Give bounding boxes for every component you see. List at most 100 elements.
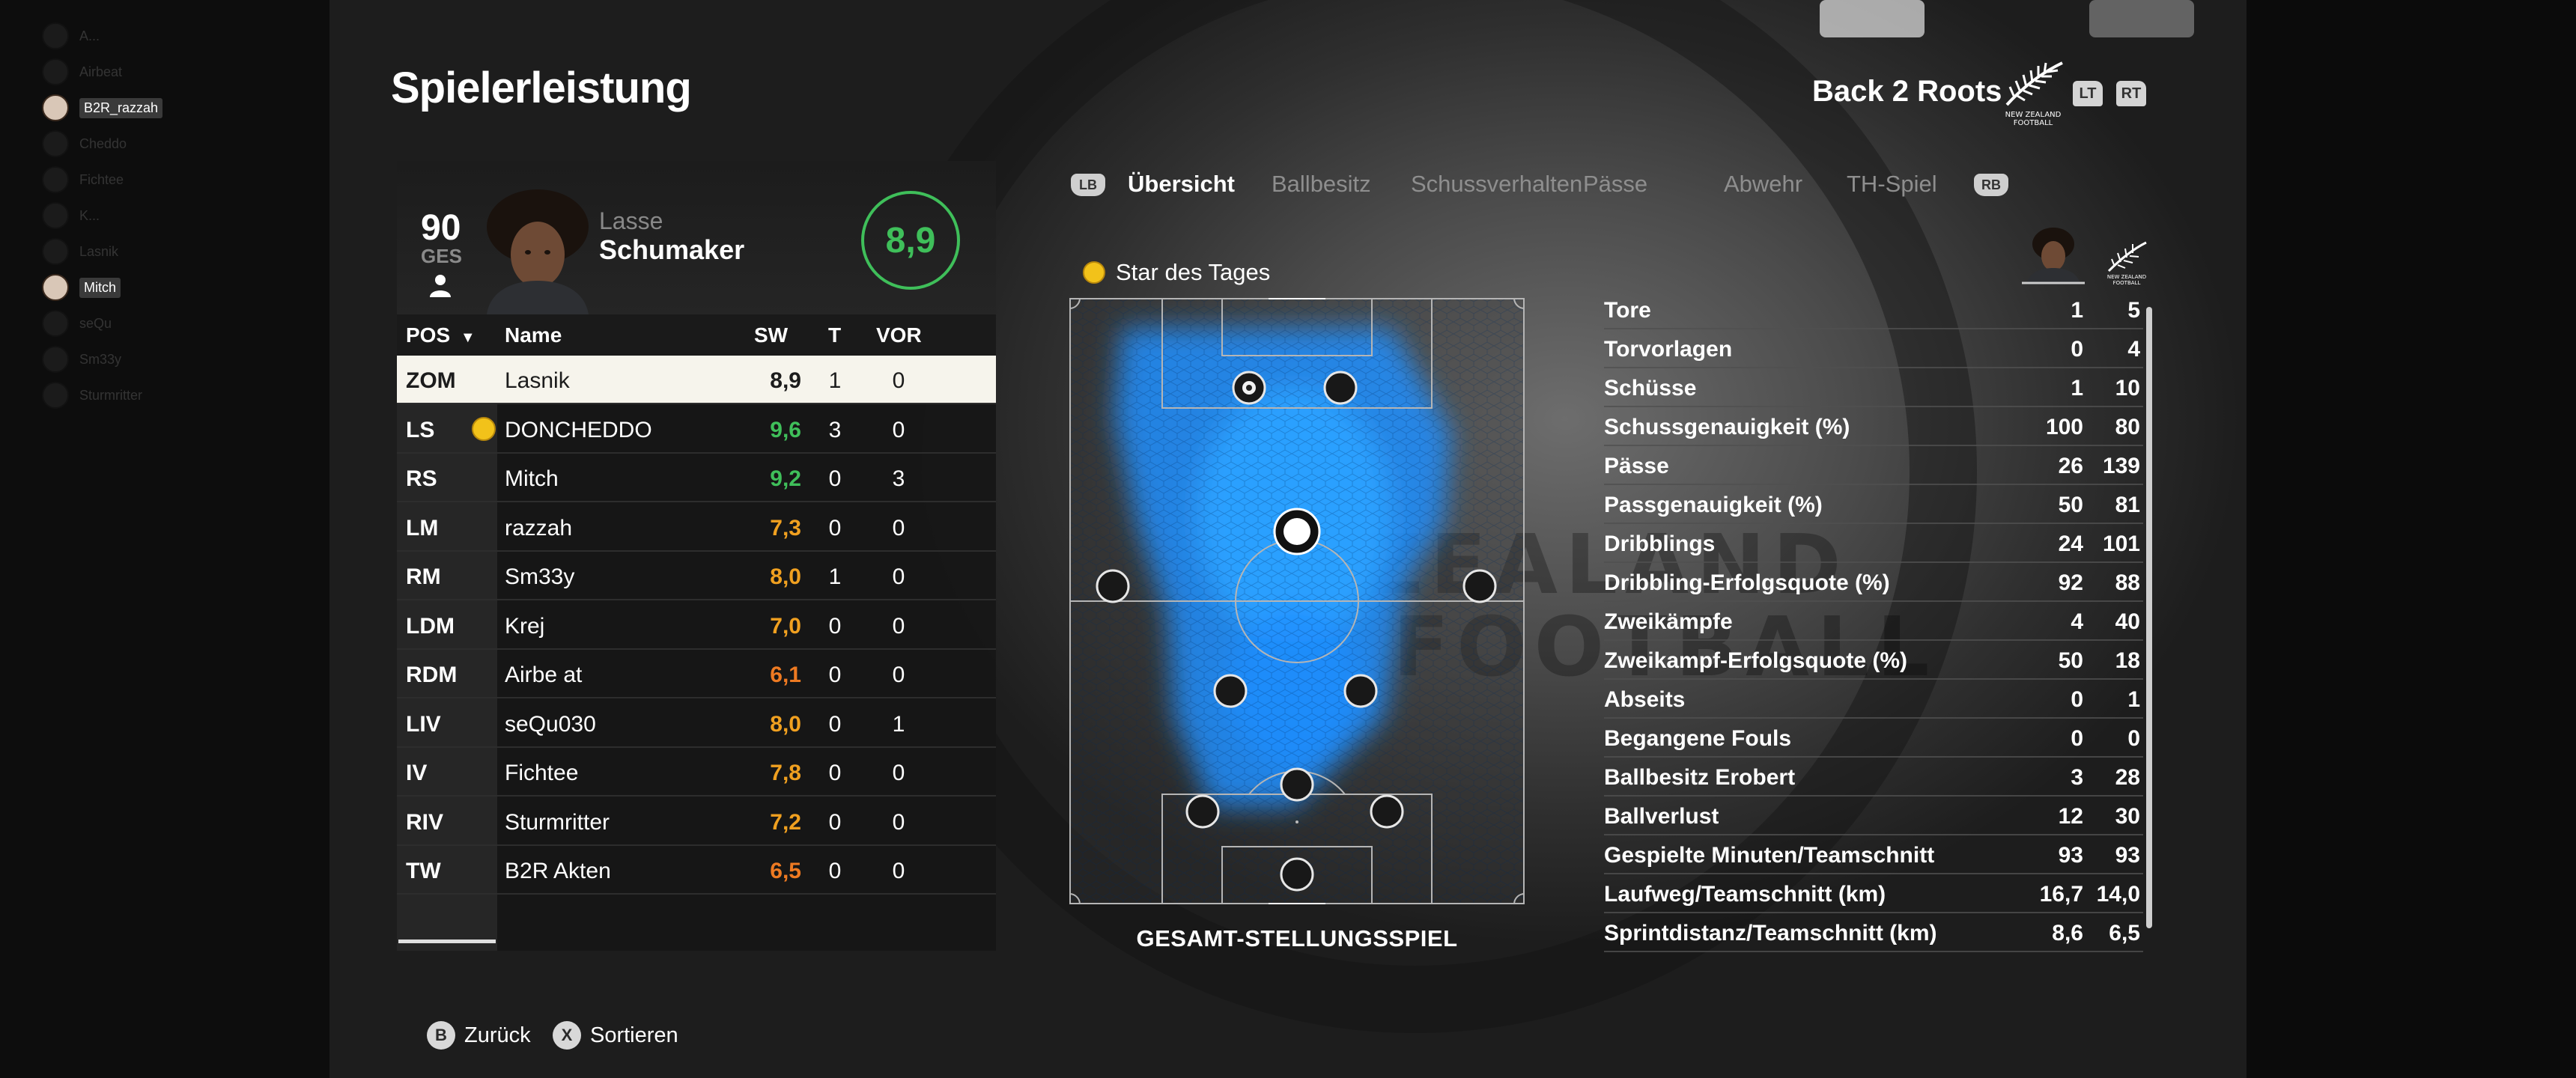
tab-1[interactable]: Übersicht [1128, 171, 1235, 197]
cell-t: 1 [828, 368, 842, 393]
player-performance-panel: 90 GES Lasse Schumaker 8,9 POS ▼ Name SW… [397, 161, 996, 951]
stat-row: Ballbesitz Erobert 3 28 [1604, 758, 2143, 797]
friend-name: Airbeat [79, 64, 123, 79]
friend-item[interactable]: B2R_razzah [42, 93, 163, 123]
stat-player-value: 92 [2058, 570, 2083, 595]
friend-item[interactable]: Sm33y [42, 344, 121, 374]
overall-rating: 90 [421, 208, 461, 248]
tab-4[interactable]: Pässe [1583, 171, 1648, 197]
friend-item[interactable]: Fichtee [42, 165, 124, 195]
cell-sw: 9,2 [770, 466, 801, 491]
cell-name: Airbe at [505, 663, 583, 687]
friend-item[interactable]: Sturmritter [42, 380, 142, 410]
tab-3[interactable]: Schussverhalten [1411, 171, 1583, 197]
player-photo [487, 189, 589, 314]
stat-row: Schüsse 1 10 [1604, 368, 2143, 407]
cell-t: 0 [828, 663, 842, 687]
stat-label: Dribbling-Erfolgsquote (%) [1604, 570, 1890, 595]
table-row[interactable]: IV Fichtee 7,8 0 0 [397, 748, 996, 797]
rt-trigger-button[interactable]: RT [2116, 81, 2146, 106]
stat-row: Dribbling-Erfolgsquote (%) 92 88 [1604, 563, 2143, 602]
table-row[interactable]: LIV seQu030 8,0 0 1 [397, 699, 996, 748]
cell-name: Sturmritter [505, 809, 610, 835]
table-row[interactable]: RM Sm33y 8,0 1 0 [397, 552, 996, 600]
friend-item[interactable]: Lasnik [42, 237, 118, 267]
stat-player-value: 100 [2045, 415, 2083, 439]
pos-header-label: POS [406, 323, 451, 347]
table-row[interactable]: RS Mitch 9,2 0 3 [397, 454, 996, 502]
friend-name: B2R_razzah [79, 97, 163, 118]
cell-name: Lasnik [505, 368, 570, 393]
tab-2[interactable]: Ballbesitz [1272, 171, 1371, 197]
cell-sw: 8,0 [770, 711, 801, 737]
page-title: Spielerleistung [391, 64, 692, 112]
friend-item[interactable]: Airbeat [42, 57, 122, 87]
stat-label: Tore [1604, 298, 1651, 323]
cell-sw: 6,1 [770, 663, 801, 687]
sort-down-icon: ▼ [460, 329, 476, 346]
stat-label: Torvorlagen [1604, 337, 1733, 362]
tab-5[interactable]: Abwehr [1724, 171, 1803, 197]
stat-player-value: 50 [2058, 648, 2083, 673]
friend-item[interactable]: Mitch [42, 272, 121, 302]
table-row[interactable]: RIV Sturmritter 7,2 0 0 [397, 797, 996, 846]
cell-pos: RDM [406, 663, 458, 687]
stat-label: Schussgenauigkeit (%) [1604, 415, 1850, 439]
stat-label: Passgenauigkeit (%) [1604, 493, 1823, 517]
cell-vor: 0 [892, 613, 905, 639]
pos-sort-header[interactable]: POS ▼ [406, 323, 476, 347]
friend-avatar [42, 274, 69, 301]
overall-label: GES [421, 245, 462, 267]
cell-vor: 0 [892, 859, 905, 883]
cell-vor: 0 [892, 417, 905, 442]
cell-pos: LS [406, 417, 435, 442]
stats-scrollbar-thumb[interactable] [2146, 307, 2152, 928]
stat-team-value: 81 [2115, 493, 2140, 517]
tab-6[interactable]: TH-Spiel [1847, 171, 1937, 197]
friend-avatar [42, 202, 69, 229]
stat-player-value: 26 [2058, 454, 2083, 478]
cell-sw: 7,3 [770, 515, 801, 540]
back-button[interactable]: B Zurück [427, 1021, 531, 1050]
friend-item[interactable]: A... [42, 21, 100, 51]
table-row[interactable]: LDM Krej 7,0 0 0 [397, 601, 996, 650]
table-row[interactable]: LS DONCHEDDO 9,6 3 0 [397, 405, 996, 454]
stat-player-value: 4 [2071, 609, 2083, 634]
friend-item[interactable]: K... [42, 201, 100, 231]
table-row[interactable]: RDM Airbe at 6,1 0 0 [397, 650, 996, 698]
table-row[interactable]: ZOM Lasnik 8,9 1 0 [397, 356, 996, 404]
friend-item[interactable]: Cheddo [42, 129, 127, 159]
friend-avatar [42, 94, 69, 121]
pos-column-background [397, 356, 497, 951]
rb-bumper-button[interactable]: RB [1974, 174, 2008, 196]
friend-item[interactable]: seQu [42, 308, 112, 338]
person-icon [430, 275, 451, 297]
lt-trigger-button[interactable]: LT [2073, 81, 2103, 106]
table-row[interactable]: TW B2R Akten 6,5 0 0 [397, 846, 996, 895]
lb-bumper-button[interactable]: LB [1071, 174, 1105, 196]
sort-button[interactable]: X Sortieren [553, 1021, 678, 1050]
team-name: Back 2 Roots [1812, 75, 2002, 108]
friend-name: Lasnik [79, 243, 119, 259]
stat-row: Pässe 26 139 [1604, 446, 2143, 485]
stat-row: Ballverlust 12 30 [1604, 797, 2143, 835]
small-logo-text-2: FOOTBALL [2113, 280, 2141, 286]
friend-avatar [42, 22, 69, 49]
cell-name: Sm33y [505, 564, 575, 589]
cell-t: 0 [828, 859, 842, 883]
marker-rs [1323, 371, 1358, 405]
stat-team-value: 18 [2115, 648, 2140, 673]
stat-row: Gespielte Minuten/Teamschnitt 93 93 [1604, 835, 2143, 874]
cell-pos: RS [406, 466, 437, 491]
stat-team-value: 93 [2115, 843, 2140, 868]
stat-player-value: 1 [2071, 298, 2083, 323]
stat-row: Tore 1 5 [1604, 290, 2143, 329]
cell-t: 0 [828, 515, 842, 540]
cell-name: B2R Akten [505, 859, 611, 883]
stat-player-value: 1 [2071, 376, 2083, 401]
stat-row: Dribblings 24 101 [1604, 524, 2143, 563]
friends-panel: A... Airbeat B2R_razzah Cheddo Fichtee K... La… [0, 0, 329, 1078]
cell-t: 0 [828, 809, 842, 835]
table-row[interactable]: LM razzah 7,3 0 0 [397, 503, 996, 552]
marker-liv [1185, 794, 1220, 829]
